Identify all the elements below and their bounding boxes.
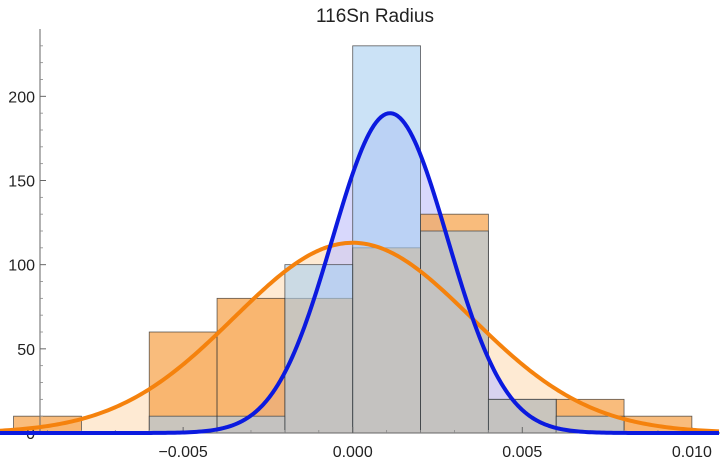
gaussian-curve-2	[0, 111, 719, 435]
gaussian-curve-1	[0, 240, 720, 434]
x-tick-label: 0.005	[502, 444, 542, 461]
y-tick-label: 100	[8, 258, 35, 275]
histogram-1-bar	[216, 297, 286, 434]
histogram-2-bar	[352, 45, 421, 434]
x-tick-label: 0.000	[333, 444, 373, 461]
y-tick-label: 50	[17, 342, 35, 359]
x-tick-label: −0.005	[158, 444, 207, 461]
chart-title: 116Sn Radius	[316, 6, 434, 27]
y-tick-label: 150	[8, 174, 35, 191]
x-tick-label: 0.010	[672, 444, 712, 461]
y-tick-label: 200	[8, 89, 35, 106]
